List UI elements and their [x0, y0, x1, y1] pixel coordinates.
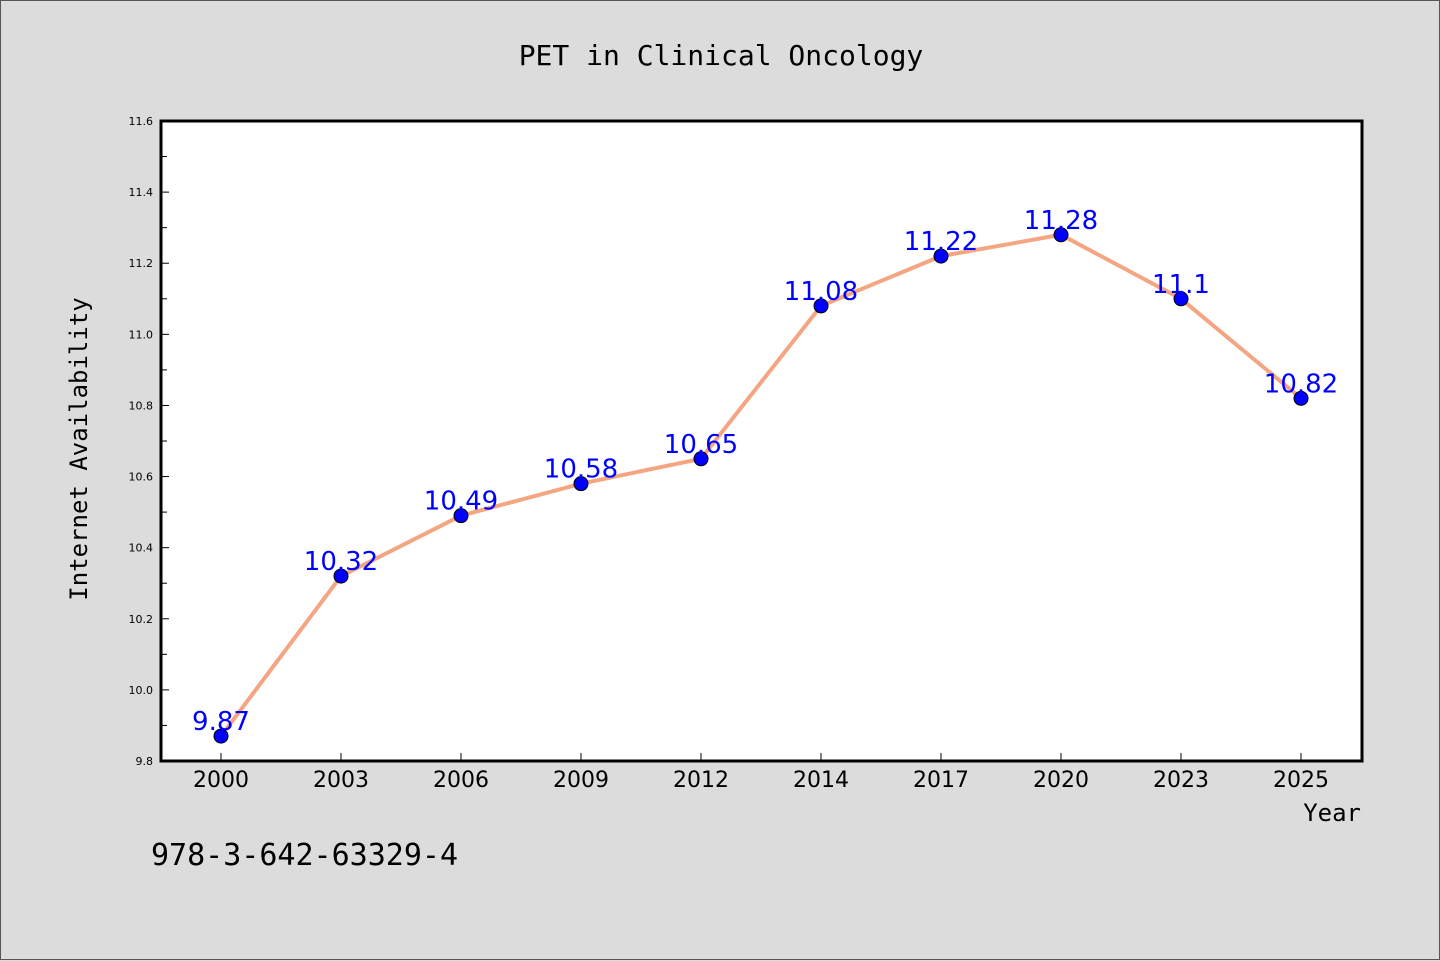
x-tick-label: 2012	[673, 768, 729, 793]
series-line	[219, 232, 1303, 738]
data-point	[1173, 291, 1189, 307]
data-labels: 9.87 10.32 10.49 10.58 10.65 11.08 11.22 11.28 1…	[192, 206, 1338, 737]
x-tick-label: 2006	[433, 768, 489, 793]
x-axis-label: Year	[1303, 799, 1361, 827]
x-tick-label: 2020	[1033, 768, 1089, 793]
data-label: 11.28	[1024, 206, 1098, 236]
x-tick-label: 2003	[313, 768, 369, 793]
y-tick-label: 10.8	[129, 399, 154, 412]
y-tick-label: 11.6	[129, 115, 154, 128]
data-label: 10.32	[304, 547, 378, 577]
data-point	[333, 568, 349, 584]
x-tick-label: 2023	[1153, 768, 1209, 793]
x-tick-label: 2014	[793, 768, 849, 793]
data-point	[813, 298, 829, 314]
data-point	[1053, 227, 1069, 243]
y-tick-label: 11.0	[129, 328, 154, 341]
x-tick-label: 2009	[553, 768, 609, 793]
y-tick-label: 11.2	[129, 257, 154, 270]
plot-area	[159, 119, 1364, 763]
data-point	[693, 451, 709, 467]
data-point	[453, 508, 469, 524]
y-tick-label: 10.6	[129, 471, 154, 484]
x-axis: 2000 2003 2006 2009 2012 2014 2017 2020 2023 2025	[193, 753, 1329, 793]
data-label: 10.65	[664, 430, 738, 460]
y-axis: 9.8 10.0 10.2 10.4 10.6 10.8 11.0 11.2 11.4 11.6	[129, 115, 169, 768]
data-label: 11.1	[1152, 270, 1210, 300]
chart-title: PET in Clinical Oncology	[519, 39, 924, 72]
y-axis-label: Internet Availability	[65, 297, 93, 600]
data-label: 10.82	[1264, 369, 1338, 399]
series-line-group	[219, 232, 1303, 738]
y-tick-label: 11.4	[129, 186, 154, 199]
data-point	[1293, 390, 1309, 406]
data-label: 10.49	[424, 487, 498, 517]
data-point	[213, 728, 229, 744]
y-tick-label: 10.0	[129, 684, 154, 697]
data-label: 9.87	[192, 707, 250, 737]
data-label: 11.22	[904, 227, 978, 257]
data-label: 11.08	[784, 277, 858, 307]
data-point	[573, 476, 589, 492]
data-markers	[213, 227, 1309, 744]
x-tick-label: 2025	[1273, 768, 1329, 793]
data-point	[933, 248, 949, 264]
isbn-text: 978-3-642-63329-4	[151, 838, 458, 873]
y-tick-label: 10.2	[129, 613, 154, 626]
y-tick-label: 10.4	[129, 542, 154, 555]
x-tick-label: 2017	[913, 768, 969, 793]
data-label: 10.58	[544, 455, 618, 485]
x-tick-label: 2000	[193, 768, 249, 793]
y-tick-label: 9.8	[136, 755, 154, 768]
